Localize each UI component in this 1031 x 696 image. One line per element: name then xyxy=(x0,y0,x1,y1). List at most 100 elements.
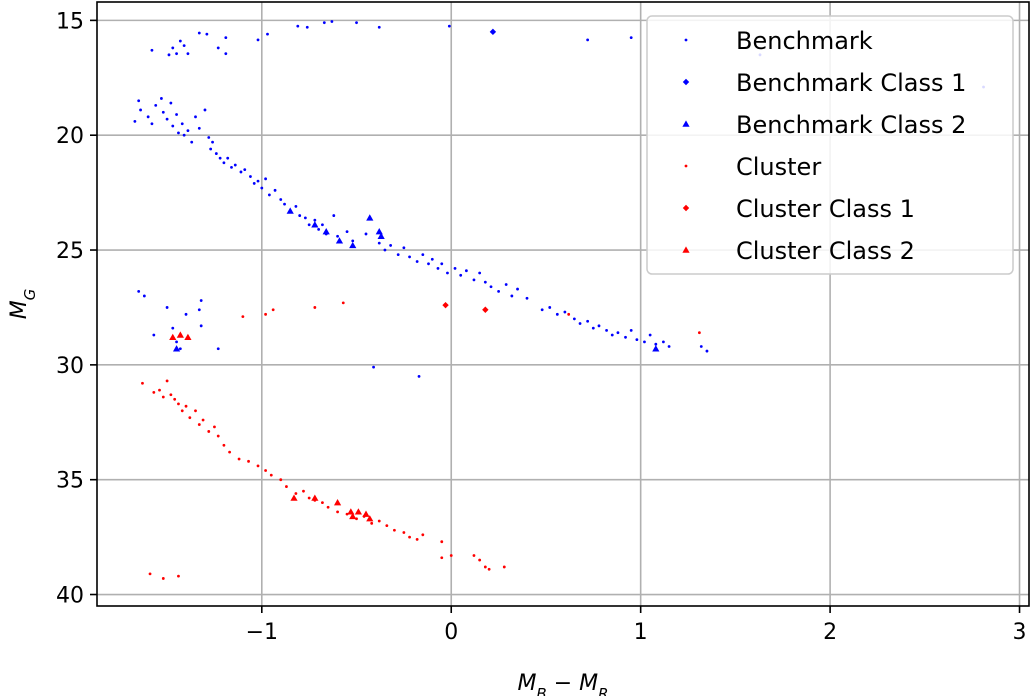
benchmark-point xyxy=(186,129,190,133)
cluster-point xyxy=(321,501,324,505)
benchmark-point xyxy=(283,202,286,206)
cluster-class-1-point xyxy=(442,301,449,309)
cluster-point xyxy=(197,423,201,426)
legend-label: Cluster Class 2 xyxy=(736,237,915,265)
benchmark-point xyxy=(516,287,519,291)
benchmark-point xyxy=(273,188,277,192)
benchmark-point xyxy=(175,113,178,116)
cluster-point xyxy=(228,450,232,454)
grid xyxy=(97,2,1029,606)
benchmark-point xyxy=(330,20,334,23)
legend-marker xyxy=(684,164,688,168)
cluster-class-2-point xyxy=(354,508,363,515)
x-tick-label: 1 xyxy=(634,620,648,645)
benchmark-point xyxy=(667,345,671,348)
benchmark-point xyxy=(296,24,300,28)
benchmark-point xyxy=(389,244,393,247)
cluster-point xyxy=(264,469,267,472)
benchmark-point xyxy=(184,312,188,316)
benchmark-point xyxy=(654,342,658,346)
cluster-point xyxy=(247,459,250,463)
cluster-class-2-point xyxy=(184,333,192,341)
benchmark-point xyxy=(177,131,180,135)
benchmark-point xyxy=(260,186,264,190)
cluster-point xyxy=(285,485,288,488)
axis-ticks: −1 0 1 2 3 15 20 25 30 35 40 xyxy=(56,9,1027,645)
cluster-point xyxy=(256,464,260,468)
plot-frame xyxy=(96,1,1030,607)
cluster-point xyxy=(158,388,161,392)
benchmark-point xyxy=(661,340,665,344)
y-tick-label: 25 xyxy=(56,239,84,264)
benchmark-point xyxy=(525,296,529,300)
cluster-point xyxy=(173,397,177,401)
benchmark-point xyxy=(178,347,182,351)
benchmark-point xyxy=(459,273,463,277)
cluster-point xyxy=(402,531,406,534)
legend-marker xyxy=(682,204,690,212)
cluster-point xyxy=(180,409,184,413)
cluster-class-2-point xyxy=(169,333,177,341)
benchmark-point xyxy=(540,308,544,312)
benchmark-point xyxy=(161,110,165,114)
benchmark-point xyxy=(635,338,639,341)
benchmark-point xyxy=(586,38,590,42)
benchmark-point xyxy=(436,267,440,270)
cluster-point xyxy=(377,519,381,523)
benchmark-point xyxy=(489,285,493,289)
benchmark-point xyxy=(167,53,171,57)
benchmark-point xyxy=(224,52,228,56)
benchmark-point xyxy=(464,269,468,273)
benchmark-class-2-point xyxy=(335,237,344,244)
y-axis-label: MG xyxy=(7,289,39,320)
cluster-point xyxy=(222,443,226,447)
cluster-point xyxy=(336,510,339,514)
benchmark-point xyxy=(216,347,220,351)
cluster-point xyxy=(201,418,205,422)
legend-label: Benchmark Class 1 xyxy=(736,69,966,97)
benchmark-point xyxy=(152,333,156,337)
benchmark-point xyxy=(171,124,175,128)
benchmark-point xyxy=(209,147,213,151)
benchmark-point xyxy=(294,204,298,208)
benchmark-point xyxy=(303,216,307,220)
legend-item: Cluster Class 2 xyxy=(682,237,915,265)
cluster-point xyxy=(478,558,482,562)
cluster-point xyxy=(355,517,358,521)
benchmark-point xyxy=(222,161,226,165)
benchmark-class-2-point xyxy=(366,214,374,221)
benchmark-point xyxy=(218,156,222,160)
cluster-class-2-point xyxy=(347,508,355,515)
benchmark-point xyxy=(578,322,582,325)
cluster-point xyxy=(194,409,197,413)
benchmark-point xyxy=(137,289,141,293)
benchmark-class-2-point xyxy=(652,345,660,352)
cluster-class-2-point xyxy=(366,515,374,522)
benchmark-point xyxy=(133,120,137,123)
benchmark-point xyxy=(256,38,260,42)
benchmark-point xyxy=(305,25,309,29)
benchmark-point xyxy=(267,193,271,197)
x-tick-label: 3 xyxy=(1013,620,1027,645)
benchmark-point xyxy=(597,324,601,328)
benchmark-point xyxy=(150,122,154,126)
benchmark-point xyxy=(563,310,567,314)
legend-box xyxy=(646,15,1014,275)
cluster-point xyxy=(294,492,298,495)
benchmark-point xyxy=(610,333,614,337)
benchmark-point xyxy=(190,140,194,144)
cluster-point xyxy=(264,312,267,316)
benchmark-point xyxy=(175,52,178,56)
cluster-class-2-point xyxy=(311,494,319,501)
cluster-point xyxy=(487,567,491,571)
benchmark-point xyxy=(624,335,627,339)
x-tick-label: −1 xyxy=(246,620,278,645)
benchmark-point xyxy=(336,234,339,238)
benchmark-point xyxy=(402,246,406,250)
legend-marker xyxy=(682,246,690,253)
cluster-point xyxy=(148,572,152,576)
cluster-point xyxy=(271,308,275,312)
benchmark-point xyxy=(197,308,201,312)
benchmark-point xyxy=(616,331,620,335)
